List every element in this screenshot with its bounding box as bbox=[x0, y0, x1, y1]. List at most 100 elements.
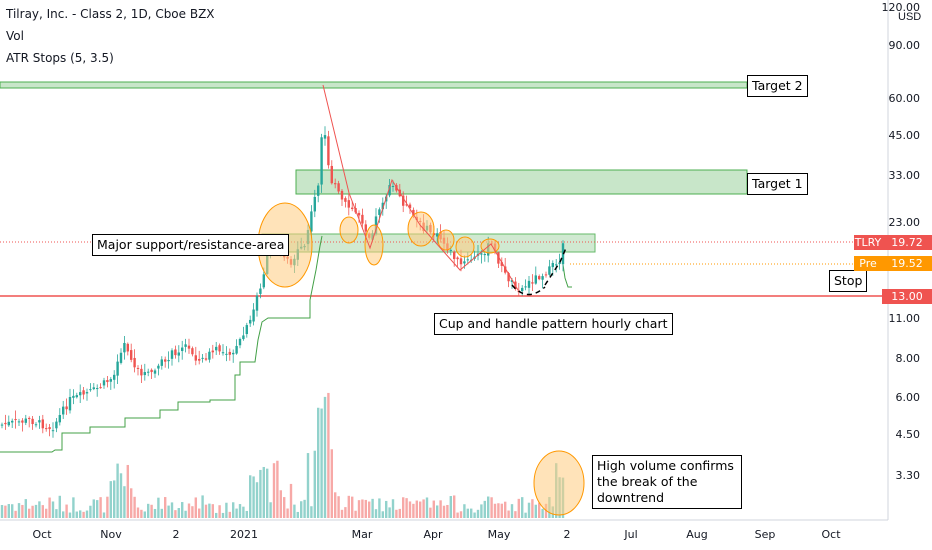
volume-bar bbox=[79, 510, 82, 518]
atr-indicator-label[interactable]: ATR Stops (5, 3.5) bbox=[6, 51, 114, 65]
volume-bar bbox=[446, 504, 449, 518]
price-tick-label: 6.00 bbox=[896, 391, 921, 404]
volume-bar bbox=[245, 510, 248, 518]
candle-body bbox=[238, 338, 242, 346]
candle-body bbox=[38, 420, 41, 423]
vol-indicator-label[interactable]: Vol bbox=[6, 29, 24, 43]
candle-body bbox=[113, 374, 116, 380]
highlight-5 bbox=[455, 236, 475, 258]
volume-bar bbox=[453, 495, 456, 518]
volume-bar bbox=[221, 512, 225, 518]
candle-body bbox=[459, 258, 463, 265]
volume-bar bbox=[361, 499, 364, 518]
volume-bar bbox=[504, 501, 507, 518]
candle-body bbox=[147, 371, 150, 373]
volume-bar bbox=[109, 481, 112, 518]
volume-bar bbox=[167, 505, 170, 518]
candle-body bbox=[527, 280, 531, 288]
volume-bar bbox=[405, 498, 408, 518]
candle-body bbox=[364, 224, 367, 232]
volume-bar bbox=[215, 512, 218, 518]
volume-bar bbox=[340, 509, 344, 518]
candle-body bbox=[483, 254, 486, 256]
volume-bar bbox=[68, 512, 72, 518]
volume-bar bbox=[521, 497, 524, 518]
time-tick-label: Mar bbox=[352, 528, 373, 541]
candle-body bbox=[463, 261, 466, 264]
candle-body bbox=[510, 280, 514, 283]
volume-bar bbox=[327, 392, 330, 518]
pre-tag: Pre bbox=[854, 256, 882, 271]
time-tick-label: Jul bbox=[623, 528, 637, 541]
volume-bar bbox=[306, 453, 310, 518]
candle-body bbox=[215, 346, 218, 351]
price-tick-label: 23.00 bbox=[889, 216, 921, 229]
volume-bar bbox=[293, 504, 296, 518]
volume-bar bbox=[541, 508, 544, 518]
target2-label[interactable]: Target 2 bbox=[747, 75, 808, 97]
candle-body bbox=[136, 367, 140, 369]
candle-body bbox=[96, 388, 99, 390]
volume-bar bbox=[228, 511, 231, 518]
volume-bar bbox=[514, 511, 517, 518]
volume-bar bbox=[466, 508, 469, 518]
candle-body bbox=[456, 257, 459, 260]
volume-bars bbox=[0, 392, 565, 518]
candle-body bbox=[449, 249, 452, 251]
volume-label[interactable]: High volume confirms the break of the do… bbox=[592, 455, 742, 509]
volume-bar bbox=[473, 512, 476, 518]
volume-bar bbox=[538, 502, 541, 518]
cup-handle-label[interactable]: Cup and handle pattern hourly chart bbox=[434, 313, 673, 335]
volume-bar bbox=[58, 495, 61, 518]
time-tick-label: 2 bbox=[564, 528, 571, 541]
candle-body bbox=[538, 276, 541, 280]
candle-body bbox=[327, 136, 330, 166]
candle-body bbox=[235, 345, 238, 354]
volume-bar bbox=[238, 504, 242, 518]
volume-bar bbox=[500, 503, 503, 518]
volume-bar bbox=[242, 506, 245, 518]
price-tick-label: 4.50 bbox=[896, 428, 921, 441]
volume-bar bbox=[463, 504, 466, 518]
volume-bar bbox=[204, 504, 208, 518]
candle-body bbox=[106, 380, 109, 383]
chart-title: Tilray, Inc. - Class 2, 1D, Cboe BZX bbox=[6, 7, 215, 21]
volume-bar bbox=[527, 502, 531, 518]
volume-bar bbox=[507, 510, 510, 518]
price-tick-label: 8.00 bbox=[896, 352, 921, 365]
atr-stops-line bbox=[0, 235, 323, 453]
candle-body bbox=[351, 207, 354, 210]
candle-body bbox=[330, 165, 333, 184]
candle-body bbox=[378, 209, 381, 215]
candle-body bbox=[48, 427, 51, 430]
candle-body bbox=[531, 282, 534, 284]
price-tick-label: 90.00 bbox=[889, 39, 921, 52]
candle-body bbox=[334, 183, 337, 185]
volume-bar bbox=[415, 500, 418, 518]
support-label[interactable]: Major support/resistance-area bbox=[92, 234, 290, 256]
candle-body bbox=[228, 351, 231, 355]
volume-bar bbox=[412, 503, 415, 518]
volume-bar bbox=[289, 483, 293, 518]
target1-label[interactable]: Target 1 bbox=[747, 173, 808, 195]
candle-body bbox=[558, 262, 561, 265]
candle-body bbox=[65, 406, 68, 410]
volume-bar bbox=[524, 512, 527, 518]
candle-body bbox=[34, 424, 38, 426]
volume-bar bbox=[184, 510, 187, 518]
volume-bar bbox=[259, 469, 262, 518]
volume-bar bbox=[41, 505, 44, 518]
candle-body bbox=[436, 233, 439, 237]
candle-body bbox=[402, 195, 405, 206]
candle-body bbox=[99, 387, 102, 389]
time-tick-label: Oct bbox=[821, 528, 841, 541]
volume-bar bbox=[113, 480, 116, 518]
volume-bar bbox=[429, 507, 432, 518]
stop-label[interactable]: Stop bbox=[829, 270, 868, 292]
candle-body bbox=[126, 343, 129, 352]
volume-bar bbox=[123, 486, 126, 518]
volume-bar bbox=[272, 463, 276, 518]
candle-body bbox=[357, 212, 361, 216]
candle-body bbox=[225, 353, 228, 355]
